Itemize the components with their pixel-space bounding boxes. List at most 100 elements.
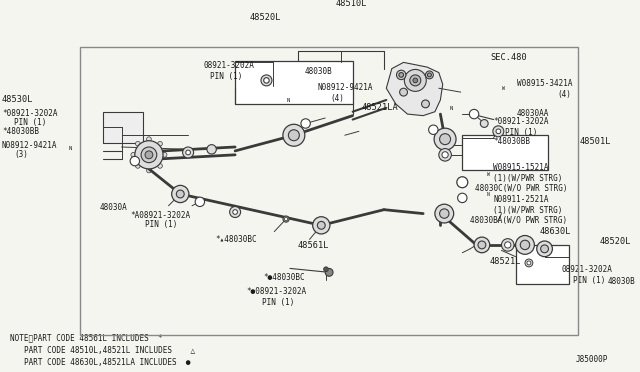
Text: J85000P: J85000P xyxy=(576,356,609,365)
Text: W: W xyxy=(502,86,505,90)
Bar xyxy=(516,245,569,284)
Circle shape xyxy=(141,147,157,163)
Text: 48030B: 48030B xyxy=(608,276,636,285)
Text: 48510L: 48510L xyxy=(336,0,367,9)
Circle shape xyxy=(301,119,310,128)
Circle shape xyxy=(413,78,418,83)
Text: (3): (3) xyxy=(14,151,28,160)
Text: N: N xyxy=(450,106,453,110)
Text: PIN (1): PIN (1) xyxy=(573,276,605,285)
Text: 08921-3202A: 08921-3202A xyxy=(203,61,254,70)
Circle shape xyxy=(317,221,325,229)
Circle shape xyxy=(289,130,300,141)
Text: N08912-9421A: N08912-9421A xyxy=(2,141,58,150)
Bar xyxy=(462,135,548,170)
Circle shape xyxy=(131,153,136,157)
Text: PIN (1): PIN (1) xyxy=(210,73,243,81)
Circle shape xyxy=(172,185,189,203)
Text: 48030BA(W/O PWR STRG): 48030BA(W/O PWR STRG) xyxy=(470,215,567,224)
Text: 48561L: 48561L xyxy=(298,241,330,250)
Text: 48030AA: 48030AA xyxy=(517,109,549,119)
Circle shape xyxy=(520,240,530,250)
Text: *A08921-3202A: *A08921-3202A xyxy=(130,211,190,219)
Text: *▴48030BC: *▴48030BC xyxy=(215,235,257,244)
Text: N: N xyxy=(287,97,291,103)
Circle shape xyxy=(516,235,534,254)
Circle shape xyxy=(136,141,140,146)
Polygon shape xyxy=(387,62,443,116)
Bar xyxy=(104,112,143,143)
Circle shape xyxy=(157,164,163,168)
Text: 48521L: 48521L xyxy=(490,257,522,266)
Circle shape xyxy=(145,151,153,159)
Text: 48030B: 48030B xyxy=(305,67,333,77)
Text: 48520L: 48520L xyxy=(600,237,632,247)
Text: SEC.480: SEC.480 xyxy=(490,52,527,61)
Text: *48030BB: *48030BB xyxy=(493,138,530,147)
Text: *●08921-3202A: *●08921-3202A xyxy=(246,288,306,296)
Text: *08921-3202A: *08921-3202A xyxy=(2,109,58,118)
Circle shape xyxy=(177,190,184,198)
Circle shape xyxy=(422,100,429,108)
Text: (4): (4) xyxy=(557,90,571,99)
Text: W08915-1521A: W08915-1521A xyxy=(493,164,548,173)
Text: 48520L: 48520L xyxy=(250,13,282,22)
Circle shape xyxy=(264,78,269,83)
Text: N08912-9421A: N08912-9421A xyxy=(318,83,374,93)
Circle shape xyxy=(541,245,548,253)
Circle shape xyxy=(230,206,241,218)
Circle shape xyxy=(442,152,448,158)
Text: (4): (4) xyxy=(330,93,344,103)
Circle shape xyxy=(325,269,333,276)
Circle shape xyxy=(504,242,511,248)
Circle shape xyxy=(502,239,514,251)
Text: PIN (1): PIN (1) xyxy=(145,221,177,230)
Circle shape xyxy=(195,197,205,206)
Circle shape xyxy=(474,237,490,253)
Circle shape xyxy=(147,168,151,173)
Circle shape xyxy=(399,73,404,77)
Text: 48530L: 48530L xyxy=(2,96,33,105)
Circle shape xyxy=(440,209,449,218)
Circle shape xyxy=(434,128,456,150)
Circle shape xyxy=(284,218,287,221)
Circle shape xyxy=(478,241,486,249)
Text: N: N xyxy=(69,145,72,151)
Circle shape xyxy=(163,153,167,157)
Text: N: N xyxy=(487,192,490,198)
Circle shape xyxy=(481,119,488,127)
Circle shape xyxy=(147,137,151,141)
Circle shape xyxy=(135,141,163,169)
Text: 48521LA: 48521LA xyxy=(362,103,399,112)
Text: W08915-3421A: W08915-3421A xyxy=(517,80,573,89)
Circle shape xyxy=(439,148,451,161)
Circle shape xyxy=(261,75,272,86)
Circle shape xyxy=(496,129,500,134)
Circle shape xyxy=(404,70,426,92)
Circle shape xyxy=(233,210,237,214)
Circle shape xyxy=(207,145,216,154)
Circle shape xyxy=(525,259,533,267)
Circle shape xyxy=(410,75,420,86)
Circle shape xyxy=(324,267,328,272)
Circle shape xyxy=(527,261,531,265)
Circle shape xyxy=(157,141,163,146)
Bar xyxy=(235,61,353,104)
Circle shape xyxy=(426,71,433,79)
Circle shape xyxy=(397,70,406,80)
Text: 48030C(W/O PWR STRG): 48030C(W/O PWR STRG) xyxy=(475,183,568,192)
Text: 08921-3202A: 08921-3202A xyxy=(562,266,613,275)
Text: PART CODE 48630L,48521LA INCLUDES  ●: PART CODE 48630L,48521LA INCLUDES ● xyxy=(24,357,191,366)
Circle shape xyxy=(130,156,140,166)
Text: 48030A: 48030A xyxy=(100,202,128,212)
Circle shape xyxy=(136,164,140,168)
Circle shape xyxy=(469,109,479,119)
Text: 48630L: 48630L xyxy=(540,228,572,237)
Text: 48501L: 48501L xyxy=(580,138,611,147)
Text: PART CODE 48510L,48521L INCLUDES    △: PART CODE 48510L,48521L INCLUDES △ xyxy=(24,346,195,355)
Circle shape xyxy=(537,241,552,257)
Text: N08911-2521A: N08911-2521A xyxy=(493,196,548,205)
Circle shape xyxy=(435,204,454,223)
Text: PIN (1): PIN (1) xyxy=(505,128,538,137)
Circle shape xyxy=(399,88,408,96)
